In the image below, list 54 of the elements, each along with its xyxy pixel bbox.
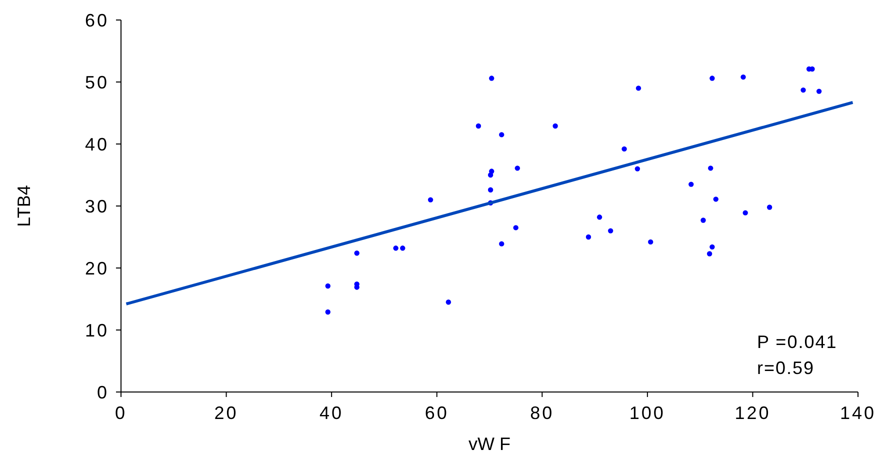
- point: [622, 146, 627, 152]
- point: [400, 246, 406, 251]
- x-tick-label: 80: [530, 403, 554, 423]
- x-tick-label: 140: [840, 403, 876, 423]
- point: [552, 123, 558, 129]
- x-tick-label: 40: [320, 403, 344, 423]
- point: [706, 251, 712, 256]
- point: [713, 196, 718, 202]
- point: [428, 197, 434, 202]
- x-tick-label: 20: [214, 403, 238, 423]
- point: [489, 168, 494, 174]
- point: [354, 250, 360, 256]
- point: [710, 76, 715, 81]
- point: [742, 210, 748, 216]
- point: [499, 132, 504, 138]
- point: [476, 123, 482, 129]
- point: [489, 76, 494, 81]
- y-axis-title: LTB4: [14, 185, 34, 227]
- y-tick-label: 10: [84, 320, 109, 340]
- point: [700, 218, 706, 223]
- x-tick-label: 100: [629, 403, 666, 423]
- point: [596, 214, 602, 220]
- annotation: r=0.59: [757, 358, 815, 378]
- y-tick-label: 40: [84, 134, 109, 154]
- y-tick-label: 30: [84, 196, 109, 216]
- point: [325, 309, 330, 315]
- point: [488, 187, 494, 192]
- point: [325, 283, 330, 289]
- point: [766, 204, 772, 210]
- point: [586, 234, 592, 240]
- point: [513, 225, 518, 230]
- point: [740, 74, 746, 80]
- annotation: P =0.041: [757, 332, 838, 352]
- point: [816, 88, 822, 94]
- y-tick-label: 60: [84, 10, 109, 30]
- point: [648, 239, 654, 245]
- point: [688, 182, 694, 187]
- x-tick-label: 0: [114, 403, 128, 423]
- y-tick-label: 50: [84, 72, 109, 92]
- point: [710, 244, 715, 250]
- x-tick-label: 60: [424, 403, 449, 423]
- point: [499, 241, 504, 246]
- y-tick-label: 20: [84, 258, 109, 278]
- x-axis-title: vW F: [468, 434, 510, 454]
- x-tick-label: 120: [734, 403, 771, 423]
- point: [636, 86, 642, 91]
- point: [708, 166, 714, 171]
- point: [393, 246, 398, 251]
- point: [446, 300, 452, 305]
- y-tick-label: 0: [96, 382, 109, 402]
- point: [608, 228, 614, 234]
- point: [634, 166, 640, 172]
- point: [514, 166, 520, 171]
- point: [800, 87, 806, 93]
